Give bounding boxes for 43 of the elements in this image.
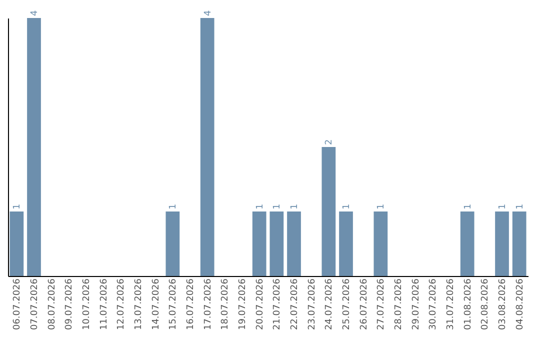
x-tick-label: 12.07.2026 bbox=[116, 278, 127, 330]
x-tick-label: 01.08.2026 bbox=[463, 278, 474, 330]
x-tick-label: 06.07.2026 bbox=[12, 278, 23, 330]
x-tick-label: 13.07.2026 bbox=[134, 278, 144, 330]
x-tick-label: 10.07.2026 bbox=[82, 278, 92, 330]
x-tick-label: 07.07.2026 bbox=[30, 278, 40, 330]
x-tick-label: 24.07.2026 bbox=[324, 278, 335, 330]
x-tick-label: 19.07.2026 bbox=[238, 278, 248, 330]
x-tick-label: 02.08.2026 bbox=[480, 278, 491, 330]
data-label: 1 bbox=[272, 204, 283, 210]
data-label: 1 bbox=[255, 204, 266, 210]
x-tick-label: 03.08.2026 bbox=[498, 278, 508, 330]
data-label: 1 bbox=[342, 204, 352, 210]
x-tick-label: 30.07.2026 bbox=[428, 278, 439, 330]
data-label: 1 bbox=[498, 204, 508, 210]
data-label: 1 bbox=[168, 204, 179, 210]
x-tick-label: 15.07.2026 bbox=[168, 278, 179, 330]
data-label: 4 bbox=[30, 10, 40, 16]
x-tick-label: 23.07.2026 bbox=[307, 278, 318, 330]
x-tick-label: 22.07.2026 bbox=[290, 278, 300, 330]
x-tick-label: 17.07.2026 bbox=[203, 278, 214, 330]
x-tick-label: 21.07.2026 bbox=[272, 278, 283, 330]
data-label: 1 bbox=[515, 204, 526, 210]
x-tick-label: 29.07.2026 bbox=[411, 278, 422, 330]
data-label: 4 bbox=[203, 10, 214, 16]
x-tick-label: 20.07.2026 bbox=[255, 278, 266, 330]
x-tick-label: 28.07.2026 bbox=[394, 278, 404, 330]
x-tick-label: 25.07.2026 bbox=[342, 278, 352, 330]
x-tick-label: 18.07.2026 bbox=[220, 278, 231, 330]
data-label: 1 bbox=[463, 204, 474, 210]
x-tick-label: 08.07.2026 bbox=[47, 278, 58, 330]
data-label: 2 bbox=[324, 139, 335, 145]
x-tick-label: 09.07.2026 bbox=[64, 278, 75, 330]
x-tick-label: 27.07.2026 bbox=[376, 278, 387, 330]
x-tick-label: 16.07.2026 bbox=[186, 278, 196, 330]
data-label: 1 bbox=[12, 204, 23, 210]
x-tick-label: 14.07.2026 bbox=[151, 278, 162, 330]
x-tick-label: 11.07.2026 bbox=[99, 278, 110, 330]
x-tick-label: 31.07.2026 bbox=[446, 278, 456, 330]
x-tick-label: 04.08.2026 bbox=[515, 278, 526, 330]
data-label: 1 bbox=[290, 204, 300, 210]
x-tick-label: 26.07.2026 bbox=[359, 278, 370, 330]
data-label: 1 bbox=[376, 204, 387, 210]
